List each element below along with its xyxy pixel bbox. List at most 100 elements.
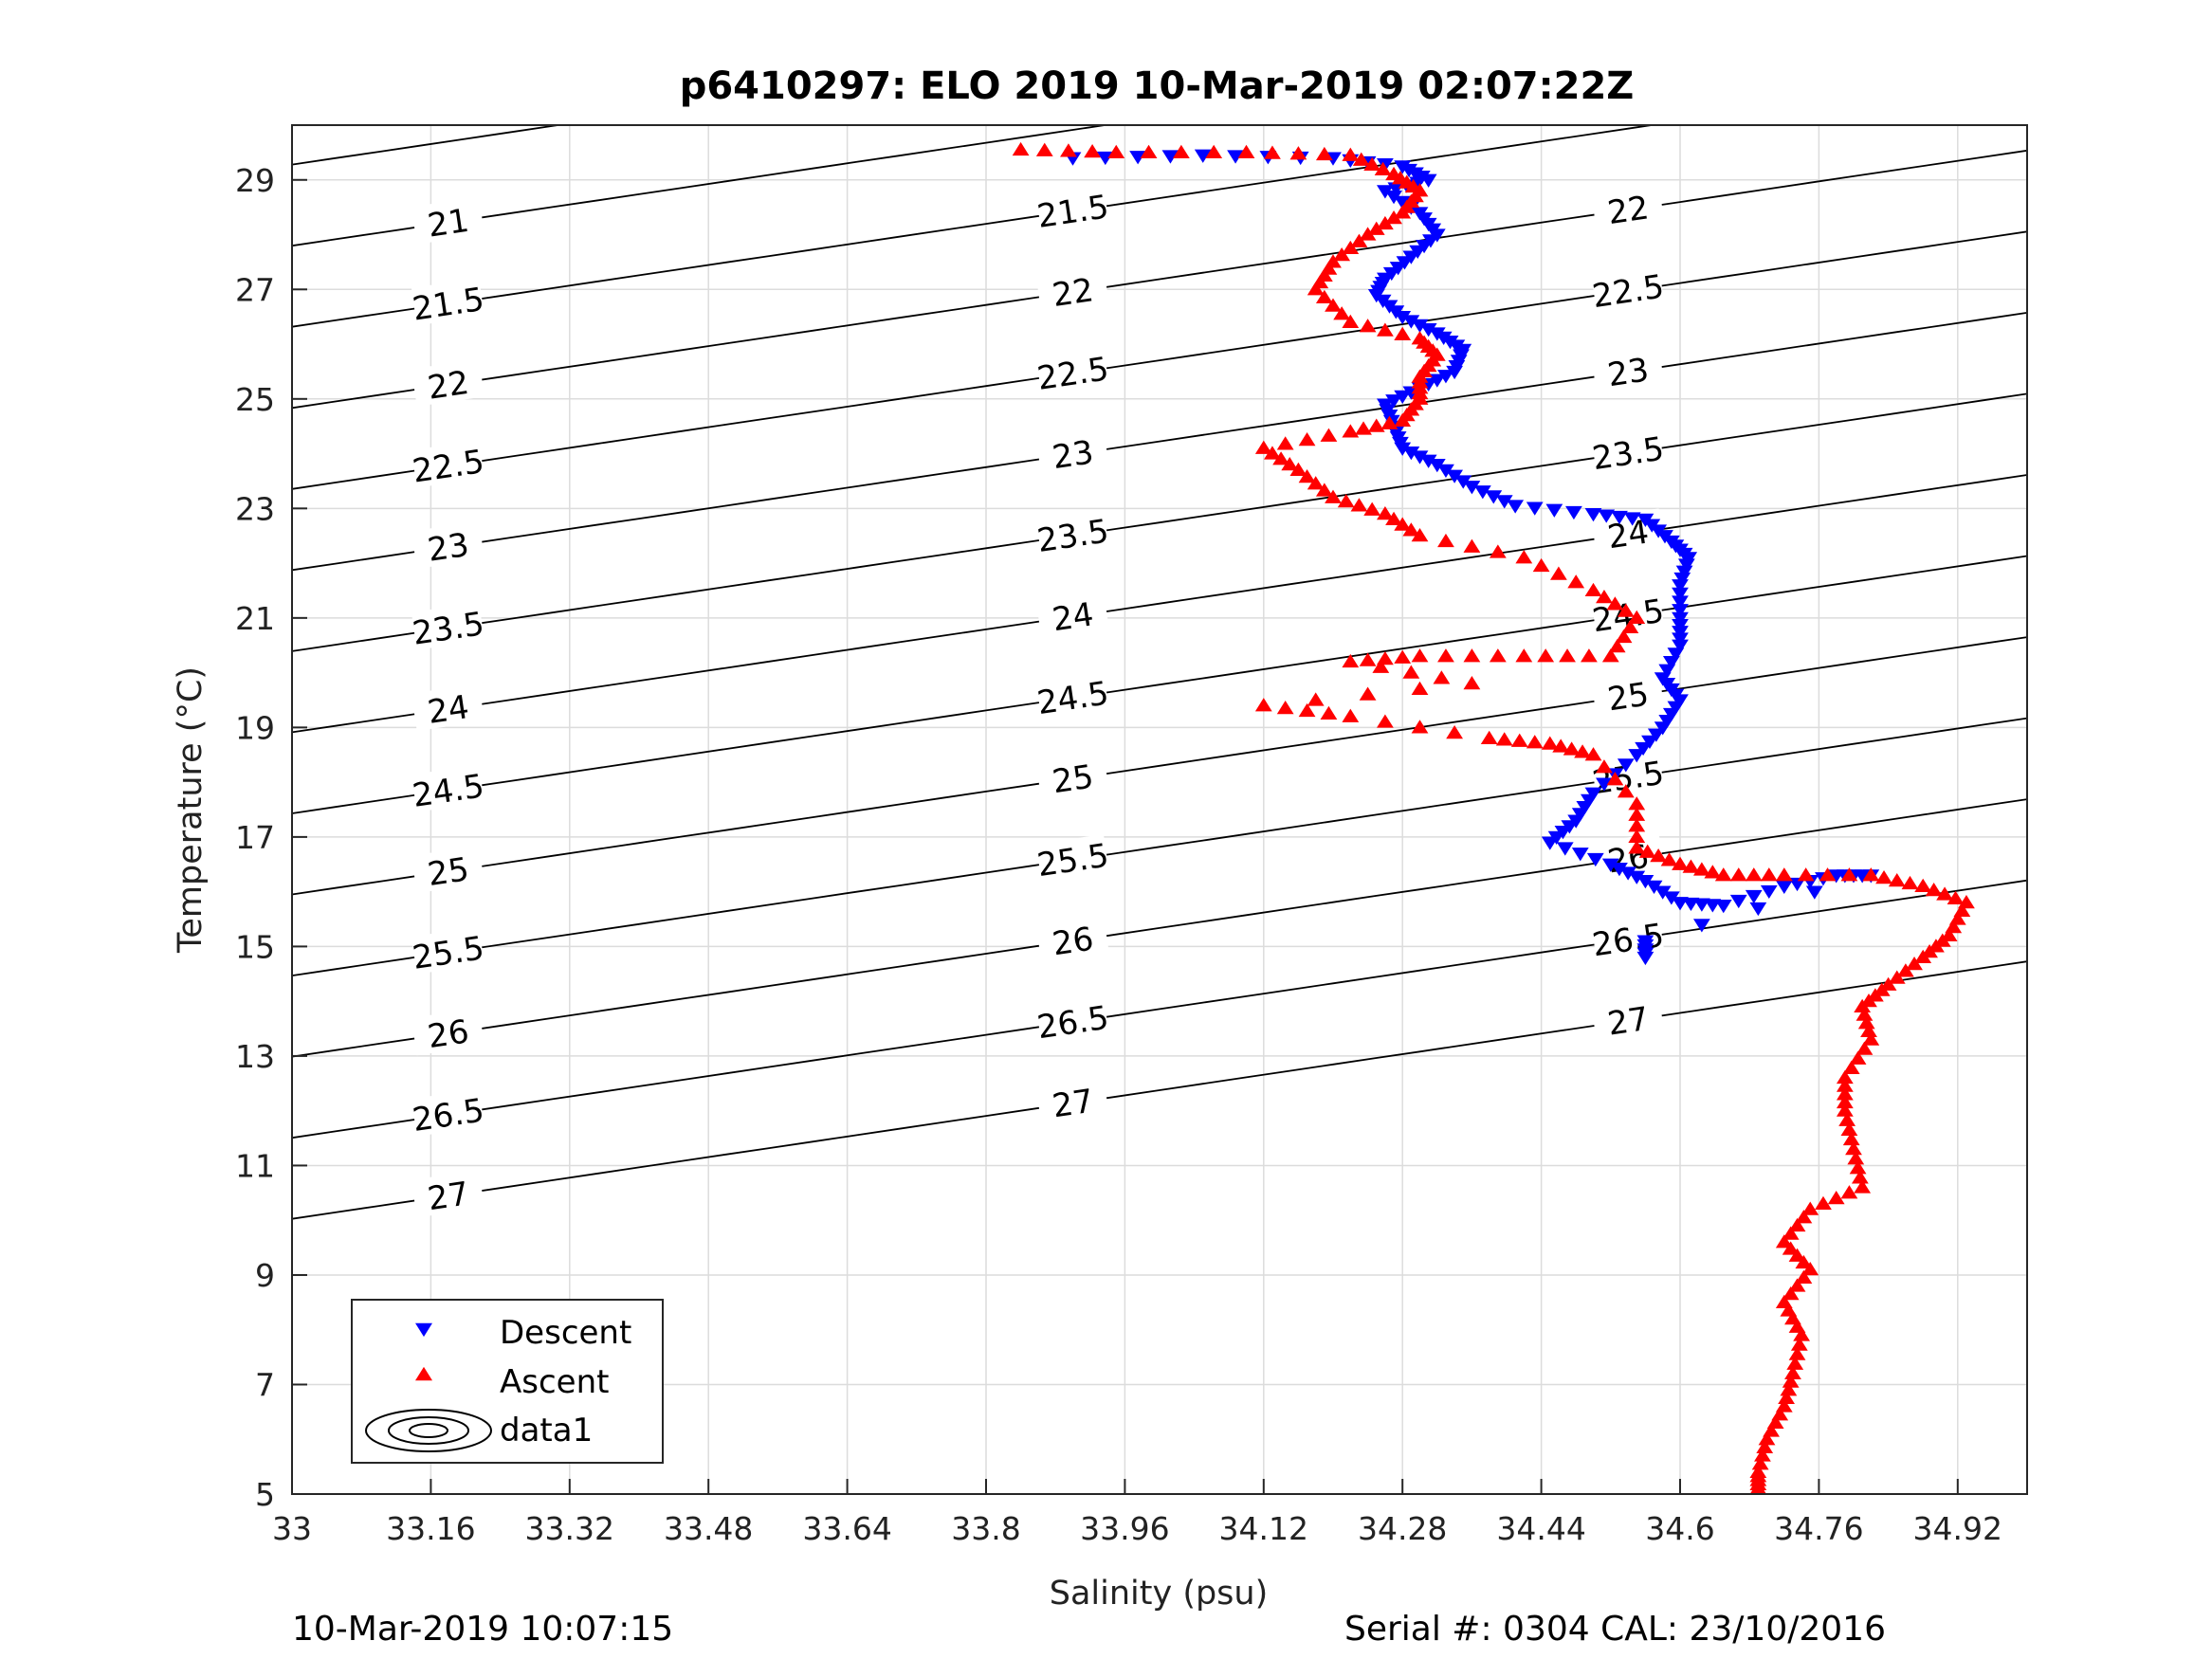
ascent-point (1402, 522, 1420, 537)
ascent-point (1315, 483, 1333, 497)
contour-label: 21.5 (410, 278, 486, 329)
ascent-point (1374, 161, 1392, 176)
legend-descent-marker (415, 1322, 432, 1338)
ascent-point (1380, 415, 1398, 429)
x-tick-label: 34.6 (1645, 1510, 1714, 1547)
ascent-point (1394, 205, 1412, 219)
descent-point (1556, 842, 1574, 856)
ascent-point (1495, 732, 1513, 746)
contour-label: 23 (1591, 346, 1665, 394)
legend-ascent-triangle (415, 1366, 432, 1381)
chart-title: p6410297: ELO 2019 10-Mar-2019 02:07:22Z (680, 64, 1635, 108)
ascent-point (1272, 451, 1290, 465)
contour-label: 21.5 (1034, 185, 1111, 236)
ascent-point (1596, 759, 1613, 774)
y-tick-label: 25 (235, 381, 275, 418)
ascent-point (1584, 582, 1602, 597)
y-tick-label: 29 (235, 162, 275, 199)
x-tick-label: 33.96 (1080, 1510, 1169, 1547)
ascent-point (1782, 1286, 1800, 1301)
ascent-point (1342, 708, 1360, 722)
ascent-point (1394, 412, 1412, 428)
contour-label: 22 (1035, 266, 1109, 315)
svg-text:22: 22 (1605, 189, 1652, 232)
x-tick-label: 33.32 (525, 1510, 614, 1547)
descent-point (1672, 587, 1689, 601)
ascent-point (1615, 629, 1633, 644)
ascent-point (1320, 705, 1338, 720)
descent-point (1672, 618, 1689, 633)
ascent-point (1901, 875, 1919, 890)
ascent-point (1411, 681, 1429, 696)
ascent-point (1925, 883, 1943, 897)
ascent-point (1581, 648, 1598, 663)
ascent-point (1782, 1241, 1800, 1255)
ascent-point (1838, 1112, 1856, 1126)
ascent-point (1914, 878, 1932, 892)
ascent-point (1849, 1160, 1867, 1175)
ascent-point (1714, 867, 1732, 882)
ascent-point (1559, 648, 1576, 663)
ascent-point (1359, 227, 1377, 241)
legend-ascent-label: Ascent (500, 1363, 609, 1401)
descent-point (1647, 728, 1665, 742)
descent-point (1636, 951, 1654, 966)
descent-point (1672, 694, 1689, 708)
contour-label: 22 (1591, 184, 1665, 232)
descent-point (1704, 899, 1722, 913)
ascent-point (1888, 970, 1906, 984)
descent-point (1788, 877, 1806, 892)
ascent-point (1376, 215, 1394, 230)
contour-label: 22.5 (410, 440, 486, 491)
x-tick-label: 34.12 (1219, 1510, 1308, 1547)
contour-lines: 21 21.5 21.5 22 22 22 22.5 22.5 22.5 23 23 23 23.5 23… (292, 125, 2027, 1220)
contour-label: 23.5 (410, 602, 486, 653)
contour-line (292, 798, 2027, 1058)
x-tick-label: 34.28 (1358, 1510, 1447, 1547)
contour-label: 27 (411, 1170, 484, 1218)
descent-point (1775, 880, 1793, 895)
descent-point (1526, 501, 1544, 516)
contour-label: 25.5 (410, 926, 486, 977)
descent-point (1635, 741, 1653, 757)
ascent-point (1264, 145, 1281, 159)
ascent-point (1541, 736, 1559, 750)
contour-label: 27 (1591, 994, 1665, 1044)
x-tick-label: 34.92 (1913, 1510, 2002, 1547)
descent-point (1682, 897, 1700, 912)
ascent-point (1342, 240, 1360, 255)
ascent-point (1650, 848, 1668, 863)
ascent-point (1402, 665, 1420, 679)
descent-point (1672, 639, 1689, 653)
contour-line (292, 125, 1657, 328)
contour-line (292, 474, 2027, 734)
ascent-point (1342, 653, 1360, 668)
ascent-point (1342, 147, 1360, 161)
ascent-point (1359, 686, 1377, 701)
legend-ascent-marker (415, 1366, 432, 1381)
descent-point (1677, 558, 1695, 573)
ascent-point (1359, 652, 1377, 666)
ascent-point (1515, 648, 1533, 663)
ascent-point (1394, 517, 1412, 531)
svg-text:25: 25 (1605, 676, 1652, 720)
ascent-point (1745, 867, 1763, 882)
contour-label: 22.5 (1034, 347, 1111, 398)
contour-line (292, 125, 1111, 247)
ascent-point (1532, 557, 1550, 573)
data-points (1012, 141, 1975, 1495)
ascent-point (1333, 306, 1351, 320)
ascent-point (1172, 144, 1190, 158)
ascent-point (1549, 566, 1567, 580)
ascent-point (1385, 210, 1402, 225)
x-tick-label: 33.16 (386, 1510, 475, 1547)
legend-descent-label: Descent (500, 1314, 631, 1352)
ascent-point (1437, 533, 1454, 548)
ascent-point (1875, 870, 1892, 884)
ascent-point (1606, 596, 1624, 611)
descent-point (1672, 579, 1689, 593)
ascent-point (1107, 144, 1125, 158)
ascent-point (1851, 1170, 1869, 1184)
y-tick-label: 23 (235, 490, 275, 527)
ascent-point (1660, 852, 1678, 866)
